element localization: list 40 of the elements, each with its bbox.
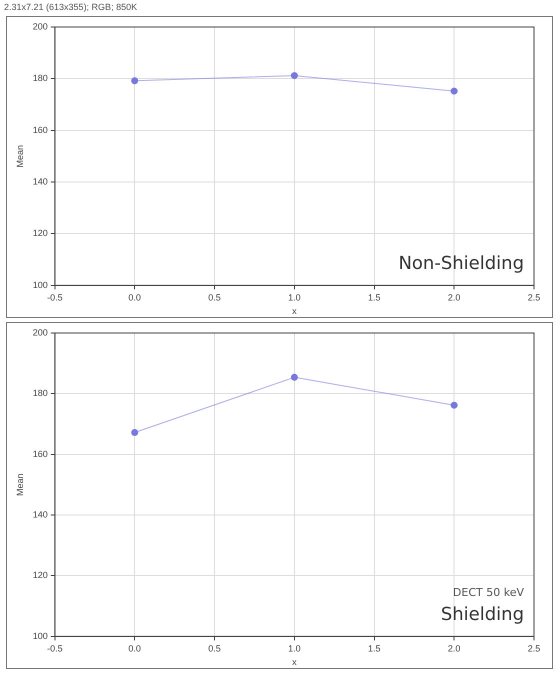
x-tick-label: 2.0 (448, 292, 460, 302)
y-tick-label: 200 (32, 327, 48, 338)
x-tick-label: 0.5 (208, 292, 221, 302)
x-tick-label: 0.5 (208, 643, 221, 654)
point (450, 402, 458, 409)
x-tick-label: -0.5 (47, 292, 63, 302)
y-tick-label: 200 (32, 21, 48, 32)
y-tick-label: 100 (32, 630, 48, 641)
point (131, 429, 138, 436)
y-tick-label: 120 (32, 228, 48, 238)
y-tick-label: 140 (32, 176, 48, 187)
point (450, 88, 458, 95)
x-tick-label: 2.0 (448, 643, 460, 654)
y-tick-label: 160 (32, 448, 48, 459)
x-tick-label: 1.5 (368, 292, 381, 302)
point (290, 374, 298, 381)
x-tick-label: 1.5 (368, 643, 381, 654)
point (131, 77, 138, 84)
annotation: Shielding (440, 604, 524, 626)
annotation: DECT 50 keV (452, 586, 524, 599)
y-tick-label: 180 (32, 388, 48, 398)
x-axis-title: x (292, 306, 298, 316)
y-tick-label: 120 (32, 570, 48, 580)
x-tick-label: 0.0 (128, 643, 141, 654)
y-tick-label: 100 (32, 280, 48, 290)
x-tick-label: 1.0 (288, 643, 301, 654)
point (290, 72, 298, 80)
x-axis-title: x (292, 657, 298, 668)
x-tick-label: 2.5 (528, 643, 540, 654)
y-axis-title: Mean (14, 473, 25, 496)
y-tick-label: 160 (32, 124, 48, 135)
x-tick-label: 2.5 (528, 292, 540, 302)
x-tick-label: 0.0 (128, 292, 141, 302)
y-axis-title: Mean (14, 144, 25, 168)
x-tick-label: 1.0 (288, 292, 301, 302)
y-tick-label: 140 (32, 510, 48, 520)
chart-title: 2.31x7.21 (613x355); RGB; 850K (3, 1, 138, 14)
x-tick-label: -0.5 (47, 643, 63, 654)
y-tick-label: 180 (32, 73, 48, 84)
annotation: Non-Shielding (398, 253, 524, 274)
